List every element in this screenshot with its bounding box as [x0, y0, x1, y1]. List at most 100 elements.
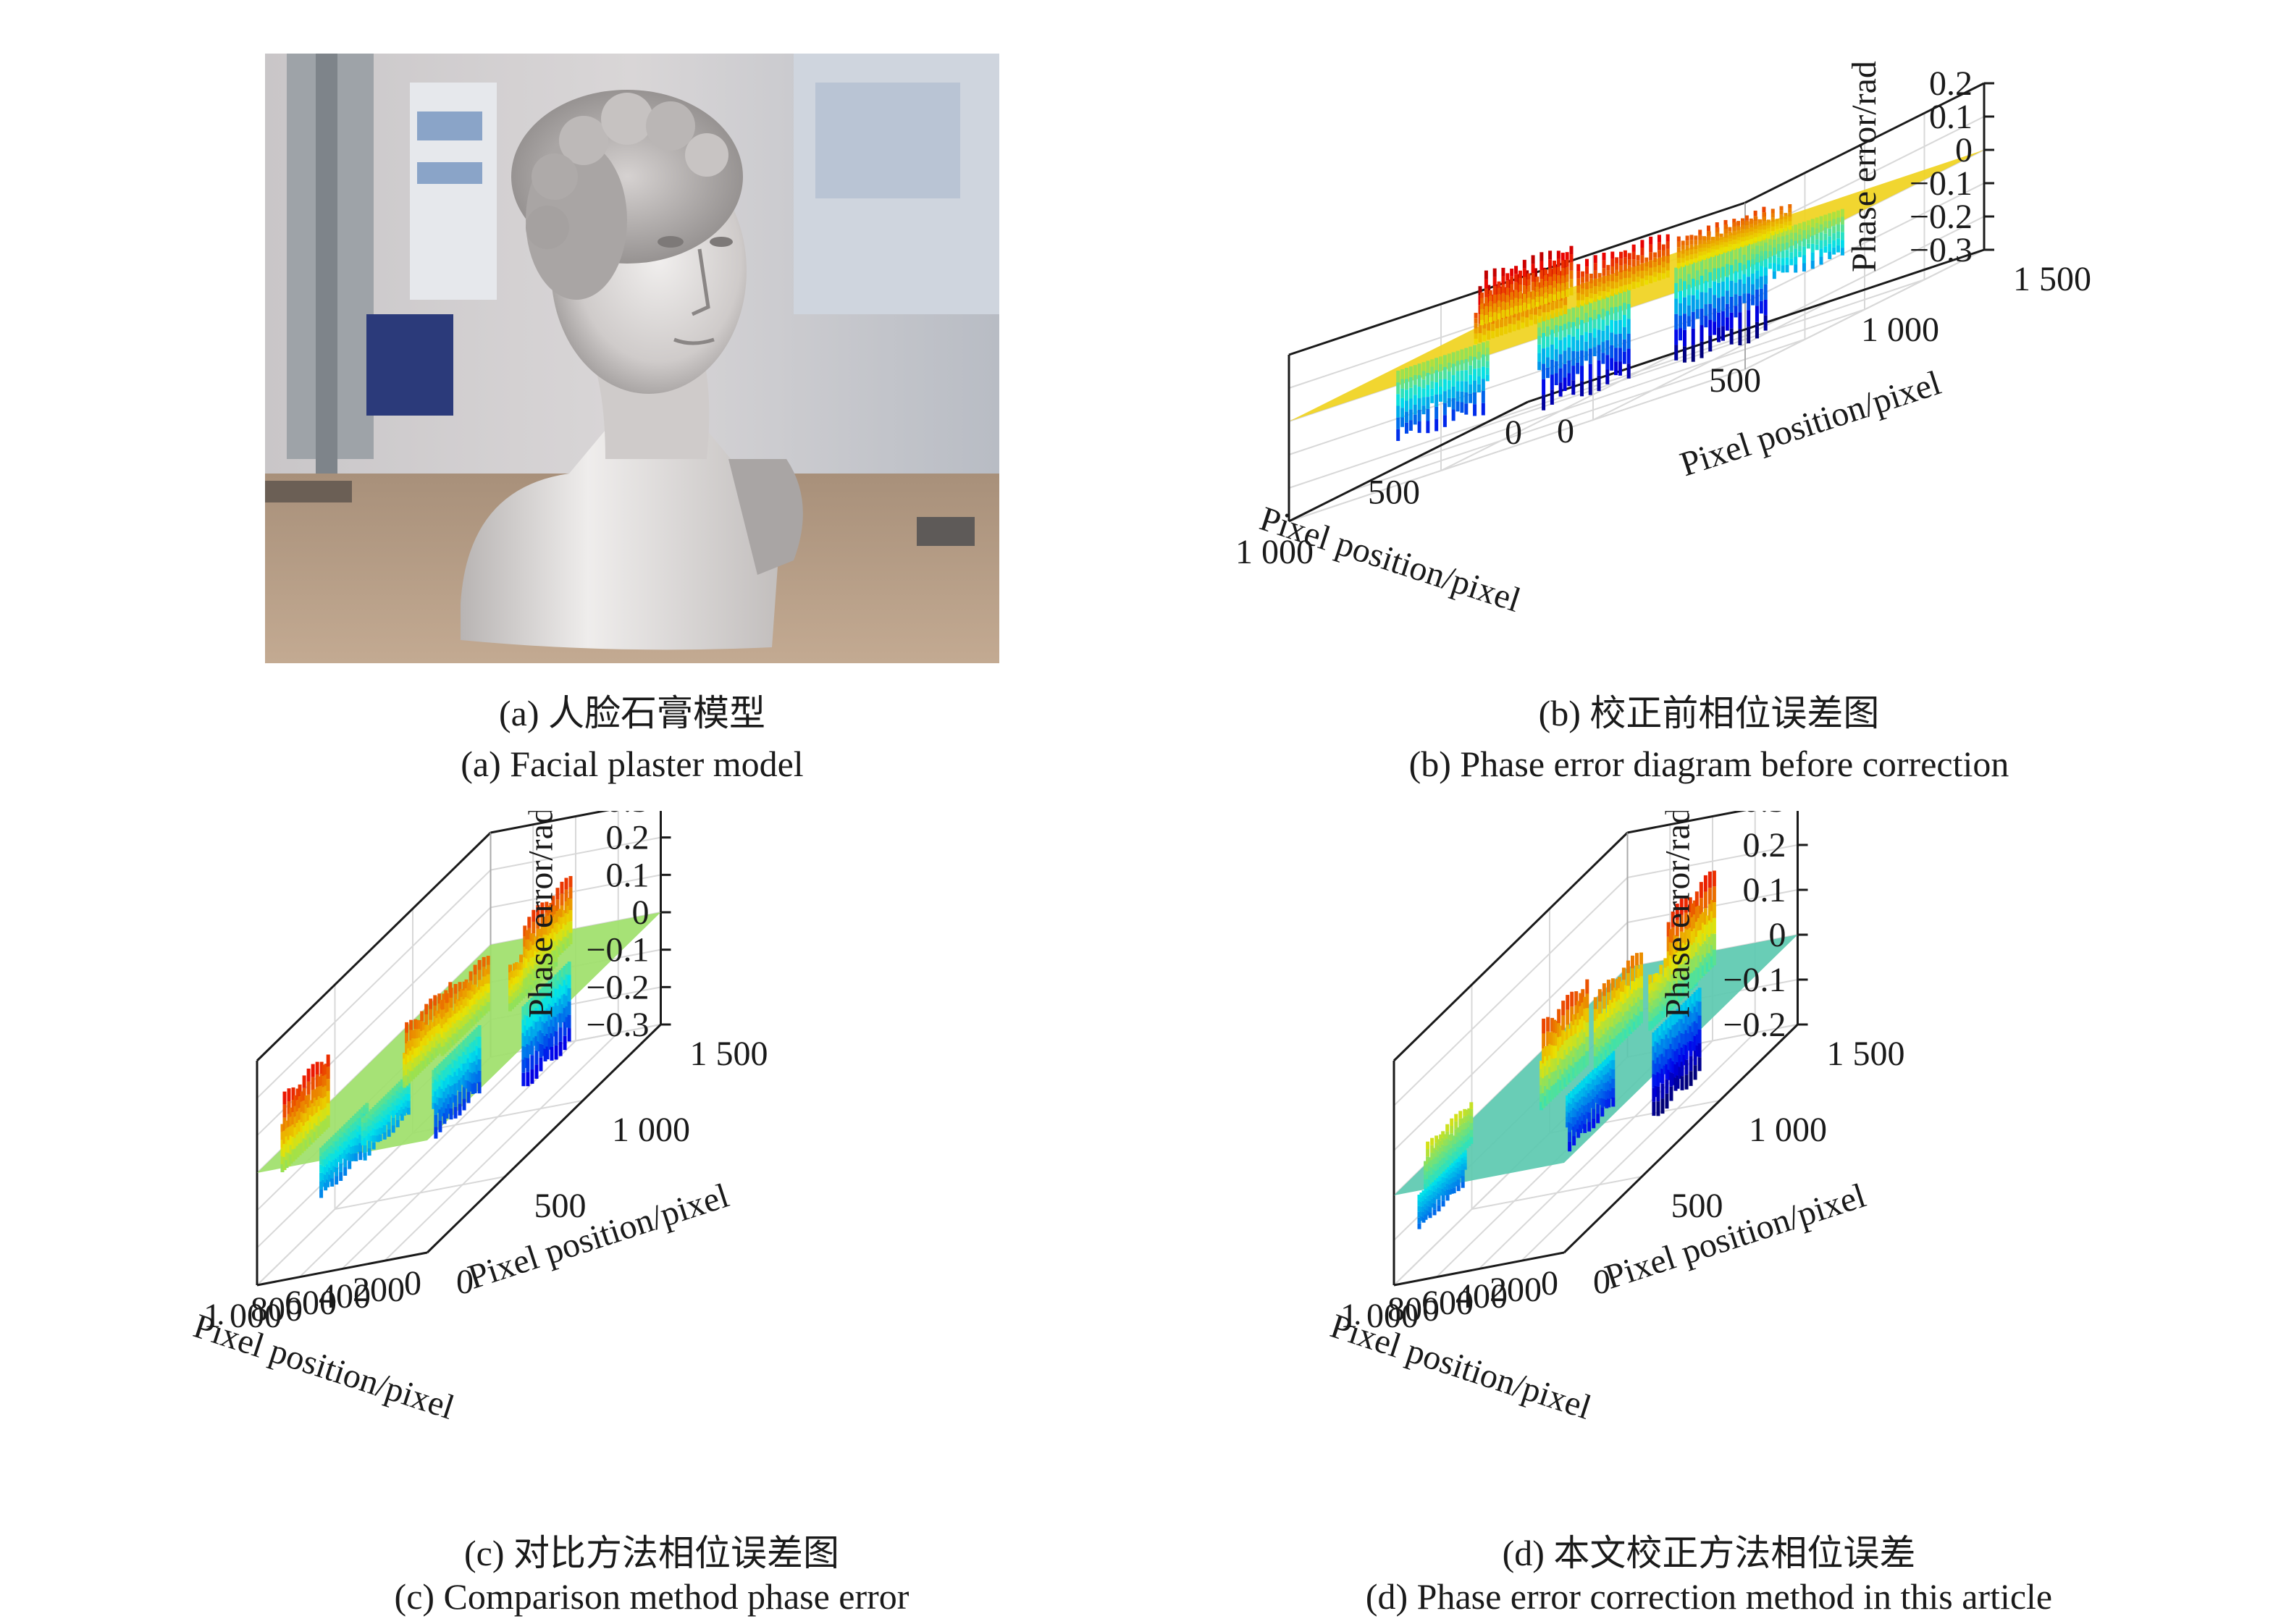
- left-tick-label: 800: [1387, 1290, 1440, 1329]
- z-axis-ticks: 0.30.20.10−0.1−0.2−0.3: [586, 811, 671, 1044]
- left-tick-label: 0: [1541, 1264, 1558, 1303]
- z-tick-label: 0: [1955, 131, 1973, 169]
- caption-a-cn: (a) 人脸石膏模型: [499, 693, 765, 733]
- caption-c-cn: (c) 对比方法相位误差图: [464, 1533, 839, 1573]
- z-tick-label: −0.2: [1723, 1006, 1786, 1044]
- peak-spike: [1424, 1102, 1474, 1189]
- caption-c-en: (c) Comparison method phase error: [394, 1576, 910, 1617]
- caption-b-en: (b) Phase error diagram before correctio…: [1408, 744, 2009, 784]
- trough-spike: [1566, 1051, 1616, 1152]
- z-tick-label: 0.1: [1743, 871, 1786, 909]
- left-tick-label: 600: [1421, 1284, 1474, 1322]
- right-tick-label: 500: [1709, 361, 1761, 400]
- z-tick-label: 0.2: [1929, 64, 1973, 103]
- peak-spike: [1474, 259, 1568, 345]
- z-tick-label: −0.1: [586, 931, 649, 969]
- z-tick-label: −0.2: [1910, 198, 1973, 236]
- peak-spike: [280, 1054, 330, 1173]
- z-axis-label: Phase error/rad: [1659, 811, 1697, 1018]
- error-surface: [1289, 150, 1984, 442]
- z-tick-label: −0.2: [586, 968, 649, 1006]
- z-axis-ticks: 0.20.10−0.1−0.2−0.3: [1910, 64, 1994, 269]
- z-tick-label: 0: [1769, 916, 1786, 954]
- right-axis-label: Pixel position/pixel: [1600, 1177, 1870, 1297]
- caption-a-en: (a) Facial plaster model: [461, 744, 804, 784]
- plaster-model-photo: [265, 54, 999, 663]
- left-tick-label: 0: [404, 1264, 421, 1303]
- error-surface: [257, 875, 661, 1198]
- right-tick-label: 1 000: [1861, 311, 1939, 349]
- left-axis-label: Pixel position/pixel: [1326, 1307, 1596, 1427]
- error-surface: [1394, 870, 1798, 1229]
- right-tick-label: 500: [1671, 1187, 1723, 1225]
- trough-spike: [1751, 209, 1844, 287]
- right-tick-label: 1 500: [690, 1035, 768, 1073]
- left-tick-label: 600: [285, 1284, 337, 1322]
- trough-spike: [1537, 289, 1631, 411]
- trough-spike: [432, 1025, 482, 1139]
- right-tick-label: 1 000: [612, 1111, 690, 1149]
- plaster-bust-image: [265, 54, 999, 663]
- peak-spike: [440, 956, 490, 1056]
- z-tick-label: 0.3: [606, 811, 650, 820]
- right-tick-label: 0: [1557, 412, 1574, 450]
- trough-spike: [1417, 1150, 1467, 1229]
- left-tick-label: 1 000: [1235, 533, 1314, 571]
- trough-spike: [1674, 237, 1768, 363]
- z-axis-label: Phase error/rad: [522, 811, 560, 1018]
- peak-spike: [1480, 245, 1574, 326]
- z-tick-label: 0.1: [606, 856, 650, 894]
- trough-spike: [1652, 988, 1702, 1116]
- caption-b-cn: (b) 校正前相位误差图: [1538, 693, 1880, 733]
- trough-spike: [521, 962, 571, 1087]
- right-tick-label: 0: [456, 1263, 474, 1301]
- left-tick-label: 800: [251, 1290, 303, 1329]
- left-tick-label: 500: [1368, 474, 1420, 512]
- left-tick-label: 1 000: [1340, 1297, 1419, 1335]
- z-tick-label: 0.2: [606, 819, 650, 857]
- trough-spike: [319, 1103, 369, 1198]
- right-axis-label: Pixel position/pixel: [463, 1177, 734, 1297]
- right-tick-label: 1 000: [1749, 1111, 1827, 1149]
- right-tick-label: 500: [534, 1187, 587, 1225]
- right-tick-label: 1 500: [2013, 260, 2091, 298]
- peak-spike: [1576, 234, 1670, 308]
- left-tick-label: 200: [1490, 1271, 1542, 1309]
- right-tick-label: 1 500: [1827, 1035, 1905, 1073]
- caption-d-cn: (d) 本文校正方法相位误差: [1502, 1533, 1916, 1573]
- peak-spike: [1539, 979, 1589, 1111]
- z-tick-label: 0.1: [1929, 98, 1973, 136]
- left-tick-label: 400: [319, 1277, 371, 1316]
- z-axis-ticks: 0.3 0.2 0.1 0 −0.1 −0.2: [1723, 811, 1808, 1044]
- z-axis-label: Phase error/rad: [1845, 61, 1883, 272]
- trough-spike: [1396, 340, 1490, 442]
- z-tick-label: 0.2: [1743, 826, 1786, 864]
- z-tick-label: −0.1: [1910, 164, 1973, 203]
- peak-spike: [1593, 952, 1643, 1069]
- left-tick-label: 1 000: [203, 1297, 282, 1335]
- z-tick-label: 0.3: [1743, 811, 1786, 820]
- z-tick-label: −0.1: [1723, 961, 1786, 999]
- peak-spike: [1698, 204, 1792, 260]
- right-tick-label: 0: [1593, 1263, 1610, 1301]
- left-tick-label: 200: [353, 1271, 405, 1309]
- left-tick-label: 400: [1455, 1277, 1508, 1316]
- peak-spike: [523, 875, 573, 989]
- z-tick-label: −0.3: [586, 1006, 649, 1044]
- peak-spike: [1666, 870, 1716, 1011]
- left-axis-label: Pixel position/pixel: [189, 1307, 459, 1427]
- trough-spike: [361, 1073, 411, 1161]
- right-axis-ticks: 0 500 1 000 1 500: [1557, 260, 2091, 450]
- z-tick-label: −0.3: [1910, 231, 1973, 269]
- left-tick-label: 0: [1505, 413, 1522, 452]
- caption-d-en: (d) Phase error correction method in thi…: [1365, 1576, 2053, 1617]
- left-axis-ticks: 1 000 500 0: [1235, 413, 1522, 571]
- z-tick-label: 0: [632, 893, 650, 932]
